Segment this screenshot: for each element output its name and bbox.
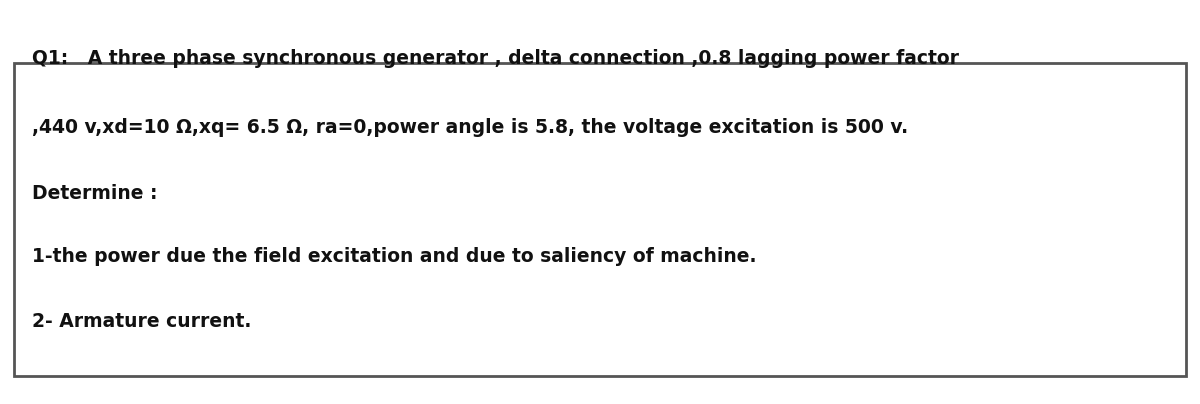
FancyBboxPatch shape [14, 63, 1186, 376]
Text: 2- Armature current.: 2- Armature current. [32, 311, 252, 331]
Text: Q1:   A three phase synchronous generator , delta connection ,0.8 lagging power : Q1: A three phase synchronous generator … [32, 49, 960, 68]
Text: ,440 v,xd=10 Ω,xq= 6.5 Ω, ra=0,power angle is 5.8, the voltage excitation is 500: ,440 v,xd=10 Ω,xq= 6.5 Ω, ra=0,power ang… [32, 118, 908, 137]
Text: Determine :: Determine : [32, 184, 158, 204]
Text: 1-the power due the field excitation and due to saliency of machine.: 1-the power due the field excitation and… [32, 247, 757, 266]
